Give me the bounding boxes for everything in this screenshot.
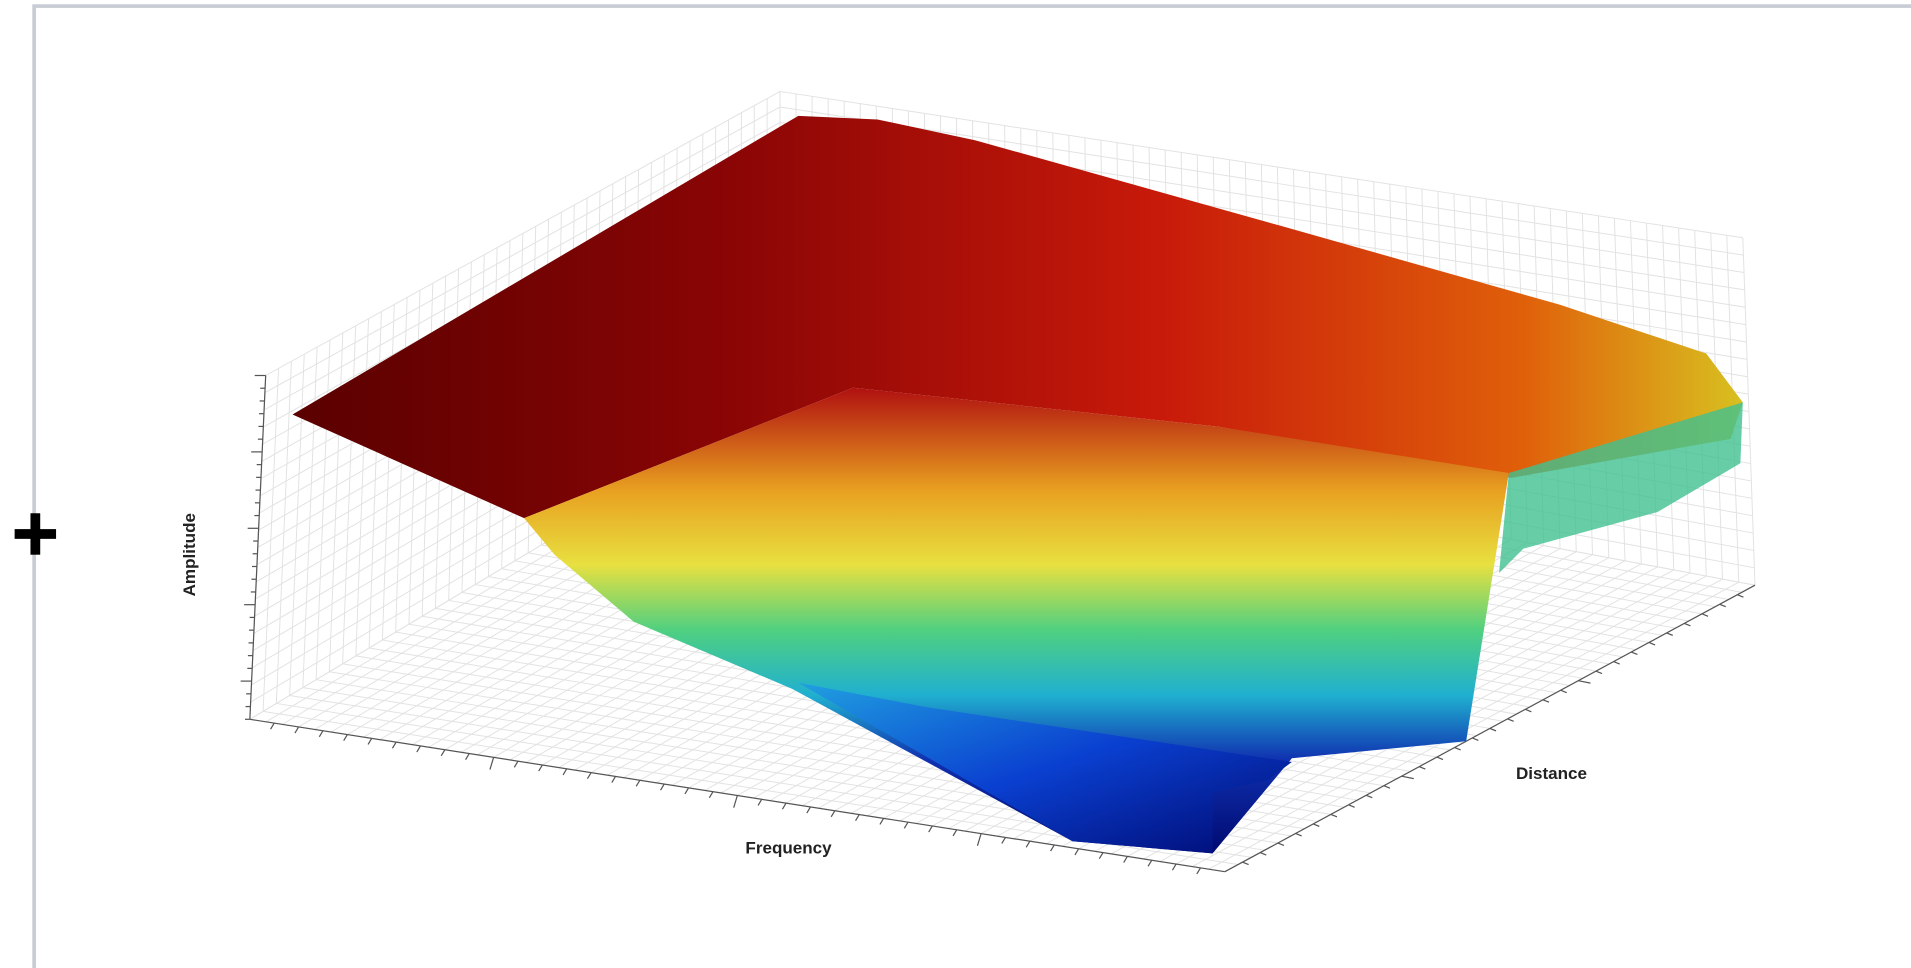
tick [1525,709,1531,711]
tick [1402,776,1414,778]
tick [1075,849,1079,855]
tick [1124,856,1128,862]
tick [1099,853,1103,859]
tick [685,788,689,794]
tick [1384,786,1390,788]
tick [271,723,275,729]
tick [1737,595,1743,597]
tick [1148,860,1152,866]
tick [1578,681,1590,683]
tick [612,776,616,782]
tick [831,811,835,817]
tick [441,750,445,756]
tick [661,784,665,790]
tick [1472,738,1478,740]
y-axis-label: Distance [1516,764,1587,783]
tick [1172,864,1176,870]
tick [1026,841,1030,847]
tick [392,742,396,748]
tick [1331,814,1337,816]
tick [1508,719,1514,721]
tick [1631,652,1637,654]
move-icon [15,513,56,554]
tick [1720,604,1726,606]
tick [758,799,762,805]
tick [587,773,591,779]
tick [1349,805,1355,807]
tick [709,792,713,798]
tick [1667,633,1673,635]
tick [1002,837,1006,843]
tick [1296,833,1302,835]
page: Amplitude Frequency Distance (() => { co… [0,0,1911,968]
tick [539,765,543,771]
tick [807,807,811,813]
tick [880,818,884,824]
tick [490,757,494,769]
tick [295,727,299,733]
tick [514,761,518,767]
tick [563,769,567,775]
axis-line [250,375,266,719]
tick [1543,700,1549,702]
tick [953,830,957,836]
tick [417,746,421,752]
tick [977,834,981,846]
tick [319,731,323,737]
chart: Amplitude Frequency Distance [0,0,1911,968]
tick [856,815,860,821]
tick [1455,748,1461,750]
tick [1051,845,1055,851]
tick [782,803,786,809]
tick [1614,662,1620,664]
tick [1366,795,1372,797]
tick [466,754,470,760]
x-axis-label: Frequency [745,838,832,857]
tick [904,822,908,828]
tick [1197,868,1201,874]
tick [368,738,372,744]
tick [1278,843,1284,845]
z-axis-label: Amplitude [180,513,199,596]
tick [1243,862,1249,864]
tick [734,795,738,807]
surface [293,116,1743,854]
tick [1437,757,1443,759]
tick [1260,853,1266,855]
tick [1649,642,1655,644]
tick [1313,824,1319,826]
tick [1702,614,1708,616]
tick [1561,690,1567,692]
tick [929,826,933,832]
tick [636,780,640,786]
tick [1490,728,1496,730]
tick [1596,671,1602,673]
tick [1419,767,1425,769]
tick [1684,623,1690,625]
tick [344,735,348,741]
